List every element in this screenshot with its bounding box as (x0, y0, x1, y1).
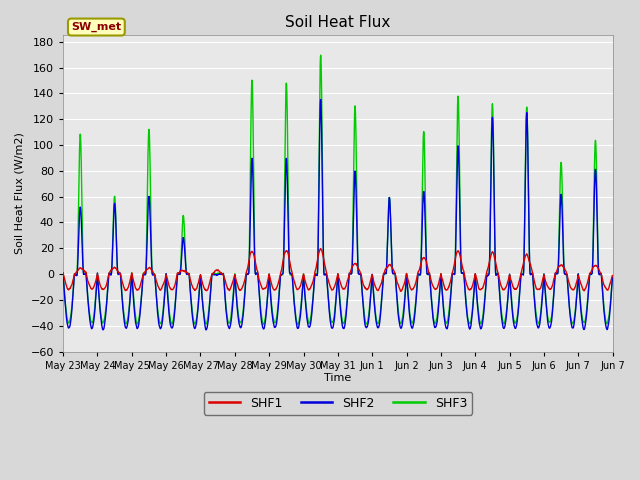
Text: SW_met: SW_met (71, 22, 122, 32)
Legend: SHF1, SHF2, SHF3: SHF1, SHF2, SHF3 (204, 392, 472, 415)
X-axis label: Time: Time (324, 373, 351, 384)
Y-axis label: Soil Heat Flux (W/m2): Soil Heat Flux (W/m2) (15, 132, 25, 254)
Title: Soil Heat Flux: Soil Heat Flux (285, 15, 390, 30)
